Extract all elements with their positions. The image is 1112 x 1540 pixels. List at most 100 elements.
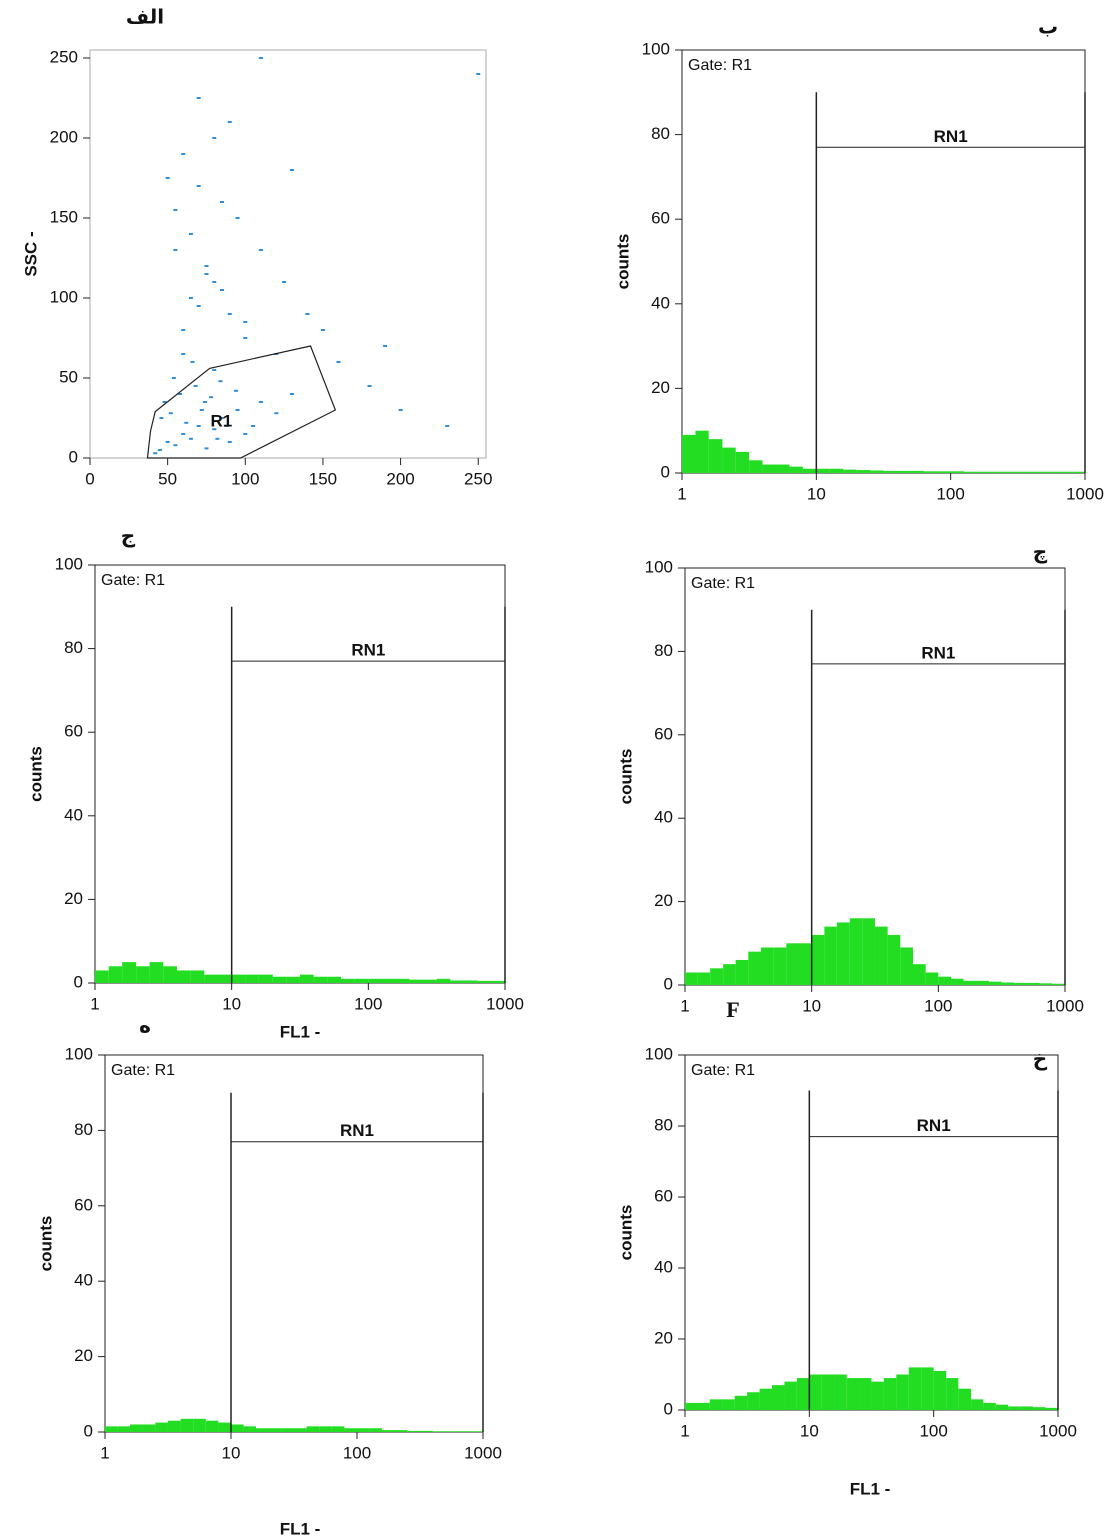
y-axis-label: SSC - — [21, 231, 40, 276]
bar — [798, 943, 812, 985]
x-tick-label: 1000 — [1066, 484, 1104, 503]
bar — [1026, 982, 1040, 985]
bar — [457, 1431, 471, 1432]
y-tick-label: 100 — [55, 554, 83, 573]
bar — [824, 926, 837, 985]
y-axis-label: counts — [26, 746, 45, 802]
bar — [470, 1431, 483, 1432]
point — [445, 425, 450, 427]
point — [212, 281, 217, 283]
point — [209, 396, 214, 399]
y-tick-label: 100 — [645, 557, 673, 576]
point — [227, 313, 232, 315]
bar — [896, 1374, 909, 1410]
marker-label: RN1 — [934, 127, 968, 146]
bar — [946, 1378, 959, 1410]
bar — [811, 934, 825, 985]
x-axis-label: FL1 - — [280, 1022, 321, 1041]
x-tick-label: 150 — [309, 469, 337, 488]
point — [199, 409, 204, 411]
plot-frame — [681, 49, 1086, 474]
bar — [204, 974, 218, 983]
panel-label: الف — [126, 5, 164, 29]
bar — [749, 460, 763, 473]
point — [274, 412, 279, 415]
bar — [723, 964, 736, 985]
bar — [938, 976, 952, 985]
bar — [710, 968, 724, 985]
panel-label: چ — [1033, 540, 1048, 565]
bar — [735, 451, 750, 473]
bar — [887, 934, 901, 985]
bar — [327, 976, 342, 983]
bar — [871, 1381, 884, 1410]
y-axis-label: counts — [616, 1205, 635, 1261]
point — [220, 289, 224, 291]
x-tick-label: 100 — [343, 1443, 371, 1462]
bar — [1031, 471, 1045, 473]
bar — [368, 978, 383, 983]
point — [220, 417, 224, 419]
point — [193, 385, 198, 387]
bar — [896, 470, 911, 473]
y-tick-label: 60 — [651, 209, 670, 228]
plot-frame — [94, 564, 506, 984]
x-tick-label: 100 — [354, 994, 382, 1013]
bar — [142, 1424, 156, 1432]
marker-label: RN1 — [351, 641, 385, 660]
x-tick-label: 10 — [807, 484, 826, 503]
bar — [1052, 983, 1065, 985]
bar — [821, 1374, 835, 1410]
bar — [685, 972, 698, 985]
x-tick-label: 10 — [802, 996, 821, 1015]
point — [181, 329, 186, 331]
bar — [477, 980, 492, 983]
point — [215, 437, 220, 440]
y-tick-label: 20 — [64, 889, 83, 908]
bar — [136, 966, 150, 983]
bar — [773, 947, 787, 985]
y-tick-label: 0 — [69, 447, 78, 466]
marker-label: RN1 — [921, 643, 955, 662]
bar — [883, 1378, 897, 1410]
point — [218, 380, 223, 383]
point — [165, 441, 170, 443]
y-axis-label: counts — [616, 749, 635, 805]
x-tick-label: 1000 — [486, 994, 524, 1013]
bar — [176, 970, 191, 983]
bar — [964, 471, 978, 473]
point — [188, 437, 193, 440]
x-tick-label: 1 — [680, 1421, 689, 1440]
point — [190, 361, 195, 363]
bar — [258, 974, 273, 983]
x-tick-label: 100 — [936, 484, 964, 503]
bar — [759, 1388, 773, 1410]
x-tick-label: 50 — [158, 469, 177, 488]
point — [220, 201, 224, 203]
y-tick-label: 40 — [64, 805, 83, 824]
bar — [682, 434, 696, 473]
bar — [272, 976, 287, 983]
bar — [995, 1404, 1009, 1410]
point — [204, 265, 209, 267]
plot-frame — [684, 1054, 1059, 1411]
point — [243, 337, 248, 339]
point — [289, 169, 294, 171]
bar — [1044, 471, 1059, 473]
bar — [1039, 983, 1053, 985]
bar — [836, 922, 850, 985]
point — [212, 369, 217, 371]
x-axis-label: FL1 - — [280, 1519, 321, 1538]
point — [227, 441, 232, 443]
y-tick-label: 100 — [642, 39, 670, 58]
y-tick-label: 0 — [664, 974, 673, 993]
bar — [786, 943, 799, 985]
x-tick-label: 1 — [90, 994, 99, 1013]
gate-annotation: Gate: R1 — [688, 57, 752, 74]
bar — [395, 978, 410, 983]
point — [227, 121, 232, 123]
y-axis-label: counts — [36, 1216, 55, 1272]
y-tick-label: 50 — [59, 367, 78, 386]
point — [251, 425, 256, 427]
